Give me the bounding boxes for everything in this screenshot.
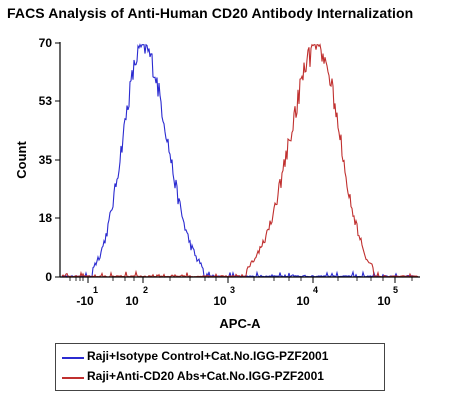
- x-tick-exponent: 3: [230, 285, 235, 295]
- x-tick-base: 10: [213, 294, 227, 308]
- legend: Raji+Isotype Control+Cat.No.IGG-PZF2001 …: [55, 343, 385, 391]
- x-tick-exponent: 2: [143, 285, 148, 295]
- legend-item: Raji+Isotype Control+Cat.No.IGG-PZF2001: [56, 348, 384, 368]
- x-tick-exponent: 4: [313, 285, 318, 295]
- y-tick-label: 35: [39, 153, 53, 167]
- x-axis-label: APC-A: [219, 316, 261, 331]
- y-tick-label: 70: [39, 36, 53, 50]
- x-tick-base: 10: [296, 294, 310, 308]
- histogram-trace: [61, 43, 419, 278]
- y-tick-label: 53: [39, 94, 53, 108]
- y-axis-label: Count: [14, 141, 29, 179]
- x-tick-exponent: 1: [93, 285, 98, 295]
- plot-content: [61, 43, 419, 279]
- legend-label: Raji+Isotype Control+Cat.No.IGG-PZF2001: [87, 349, 329, 363]
- legend-swatch-isotype: [62, 357, 84, 359]
- x-tick-base: 10: [377, 294, 391, 308]
- y-tick-marks: [55, 42, 60, 278]
- legend-label: Raji+Anti-CD20 Abs+Cat.No.IGG-PZF2001: [87, 369, 324, 383]
- legend-swatch-anti-cd20: [62, 377, 84, 379]
- chart-title: FACS Analysis of Anti-Human CD20 Antibod…: [7, 5, 414, 21]
- legend-item: Raji+Anti-CD20 Abs+Cat.No.IGG-PZF2001: [56, 368, 384, 388]
- x-tick-base: 10: [125, 294, 139, 308]
- x-tick-base: -10: [76, 294, 94, 308]
- y-tick-label: 0: [45, 270, 52, 284]
- x-tick-exponent: 5: [393, 285, 398, 295]
- histogram-trace: [61, 43, 419, 279]
- x-tick-marks: [87, 277, 396, 283]
- y-tick-label: 18: [39, 211, 53, 225]
- x-minor-ticks: [69, 277, 413, 281]
